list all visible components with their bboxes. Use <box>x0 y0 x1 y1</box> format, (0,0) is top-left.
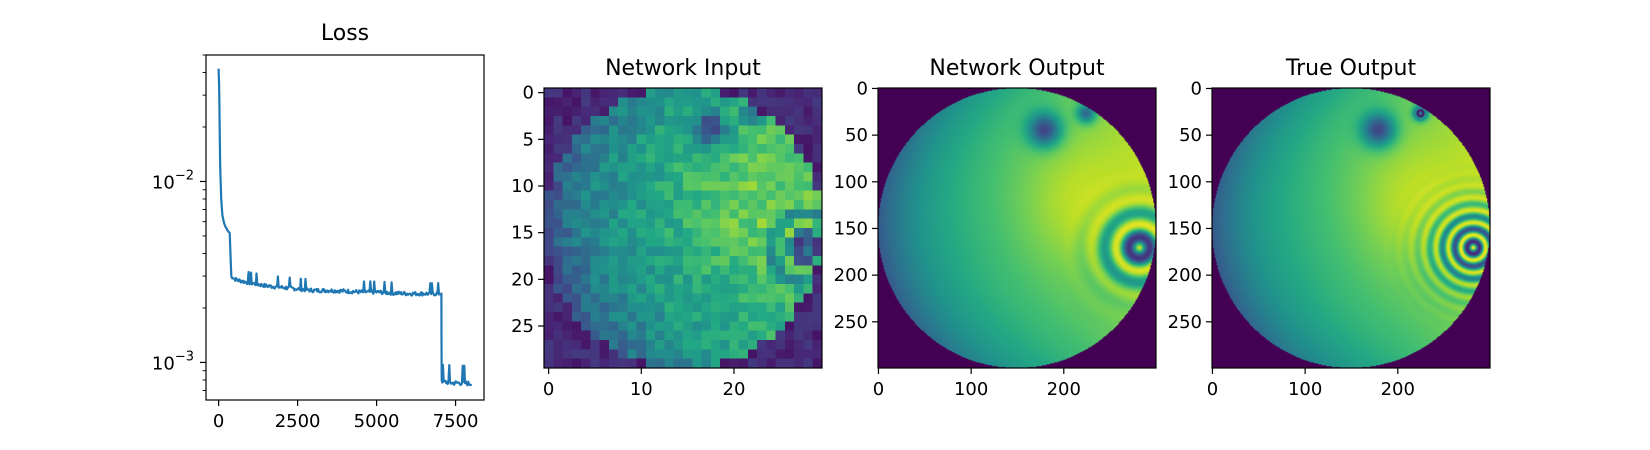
network-input-axis-ticks: 0 10 20 0 5 10 15 20 25 <box>511 83 745 400</box>
true-output-ytick-label: 100 <box>1168 172 1202 193</box>
loss-xtick-label: 2500 <box>275 411 321 432</box>
network-output-ytick-label: 0 <box>857 78 868 99</box>
loss-xtick-label: 0 <box>213 411 224 432</box>
network-input-heatmap <box>544 88 822 368</box>
true-output-ytick-label: 0 <box>1191 78 1202 99</box>
network-input-title: Network Input <box>605 56 761 81</box>
network-input-ytick-label: 5 <box>523 129 534 150</box>
true-output-heatmap <box>1212 88 1490 368</box>
network-output-axis-ticks: 0 100 200 0 50 100 150 200 250 <box>834 78 1081 400</box>
network-output-ytick-label: 100 <box>834 172 868 193</box>
network-output-ytick-label: 200 <box>834 265 868 286</box>
network-input-ytick-label: 0 <box>523 83 534 104</box>
loss-axes-frame <box>205 54 485 401</box>
network-output-ytick-label: 250 <box>834 312 868 333</box>
network-output-xtick-label: 200 <box>1047 379 1081 400</box>
true-output-title: True Output <box>1285 56 1417 81</box>
true-output-xtick-label: 0 <box>1207 379 1218 400</box>
true-output-ytick-label: 250 <box>1168 312 1202 333</box>
loss-xtick-label: 7500 <box>433 411 479 432</box>
true-output-axis-ticks: 0 100 200 0 50 100 150 200 250 <box>1168 78 1415 400</box>
true-output-ytick-label: 200 <box>1168 265 1202 286</box>
network-input-xtick-label: 0 <box>543 379 554 400</box>
network-input-ytick-label: 25 <box>511 316 534 337</box>
true-output-ytick-label: 150 <box>1168 218 1202 239</box>
network-input-panel: Network Input 0 10 20 0 5 10 15 20 25 <box>511 56 823 400</box>
network-output-ytick-label: 50 <box>845 125 868 146</box>
network-output-ytick-label: 150 <box>834 218 868 239</box>
network-output-xtick-label: 100 <box>954 379 988 400</box>
loss-title: Loss <box>321 21 369 46</box>
loss-series-line <box>217 68 473 387</box>
network-output-heatmap <box>878 88 1156 368</box>
loss-xtick-label: 5000 <box>354 411 400 432</box>
network-input-xtick-label: 20 <box>723 379 746 400</box>
network-output-title: Network Output <box>929 56 1105 81</box>
network-input-ytick-label: 10 <box>511 176 534 197</box>
true-output-ytick-label: 50 <box>1179 125 1202 146</box>
true-output-xtick-label: 200 <box>1381 379 1415 400</box>
true-output-xtick-label: 100 <box>1288 379 1322 400</box>
network-input-xtick-label: 10 <box>630 379 653 400</box>
network-input-ytick-label: 15 <box>511 223 534 244</box>
loss-ytick-label: 10−2 <box>152 168 194 193</box>
network-input-ytick-label: 20 <box>511 269 534 290</box>
network-output-xtick-label: 0 <box>873 379 884 400</box>
loss-ytick-label: 10−3 <box>152 349 194 374</box>
true-output-panel: True Output 0 100 200 0 50 100 150 200 250 <box>1168 56 1491 400</box>
network-output-panel: Network Output 0 100 200 0 50 100 150 200 250 <box>834 56 1157 400</box>
loss-axis-ticks: 0 2500 5000 7500 10−3 10−2 <box>152 54 479 432</box>
loss-panel: Loss 0 2500 5000 7500 10−3 10−2 <box>152 21 485 432</box>
network-input-axes-frame <box>543 87 823 369</box>
